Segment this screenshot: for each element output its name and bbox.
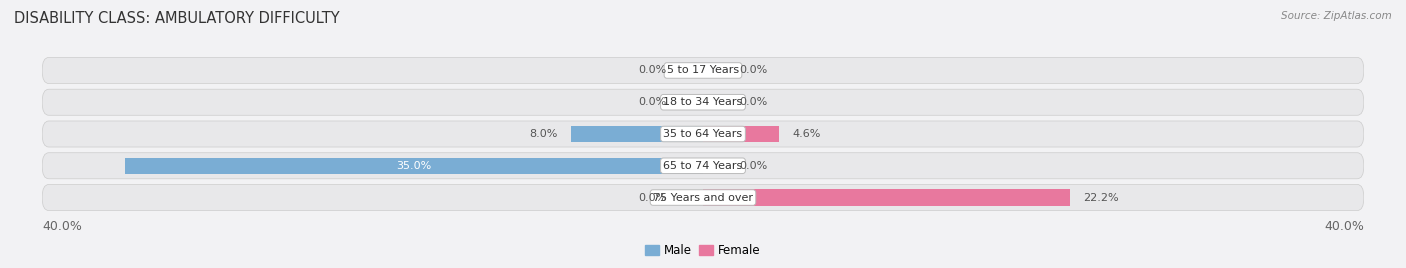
Bar: [125, 158, 703, 174]
Text: 18 to 34 Years: 18 to 34 Years: [664, 97, 742, 107]
Text: 40.0%: 40.0%: [42, 220, 82, 233]
Text: 0.0%: 0.0%: [740, 161, 768, 171]
Text: 0.0%: 0.0%: [740, 65, 768, 76]
Text: 35.0%: 35.0%: [396, 161, 432, 171]
Text: 22.2%: 22.2%: [1083, 192, 1119, 203]
Text: 0.0%: 0.0%: [740, 97, 768, 107]
Legend: Male, Female: Male, Female: [645, 244, 761, 257]
FancyBboxPatch shape: [42, 89, 1364, 115]
Text: 40.0%: 40.0%: [1324, 220, 1364, 233]
Bar: [703, 189, 1070, 206]
Text: 75 Years and over: 75 Years and over: [652, 192, 754, 203]
Text: 35 to 64 Years: 35 to 64 Years: [664, 129, 742, 139]
Text: 0.0%: 0.0%: [638, 192, 666, 203]
Text: 65 to 74 Years: 65 to 74 Years: [664, 161, 742, 171]
Text: 8.0%: 8.0%: [529, 129, 558, 139]
Text: 0.0%: 0.0%: [638, 65, 666, 76]
FancyBboxPatch shape: [42, 184, 1364, 211]
Bar: [703, 126, 779, 142]
Text: 5 to 17 Years: 5 to 17 Years: [666, 65, 740, 76]
Bar: [571, 126, 703, 142]
Text: 4.6%: 4.6%: [792, 129, 821, 139]
FancyBboxPatch shape: [42, 153, 1364, 179]
Text: 0.0%: 0.0%: [638, 97, 666, 107]
Text: Source: ZipAtlas.com: Source: ZipAtlas.com: [1281, 11, 1392, 21]
FancyBboxPatch shape: [42, 57, 1364, 84]
Text: DISABILITY CLASS: AMBULATORY DIFFICULTY: DISABILITY CLASS: AMBULATORY DIFFICULTY: [14, 11, 340, 26]
FancyBboxPatch shape: [42, 121, 1364, 147]
